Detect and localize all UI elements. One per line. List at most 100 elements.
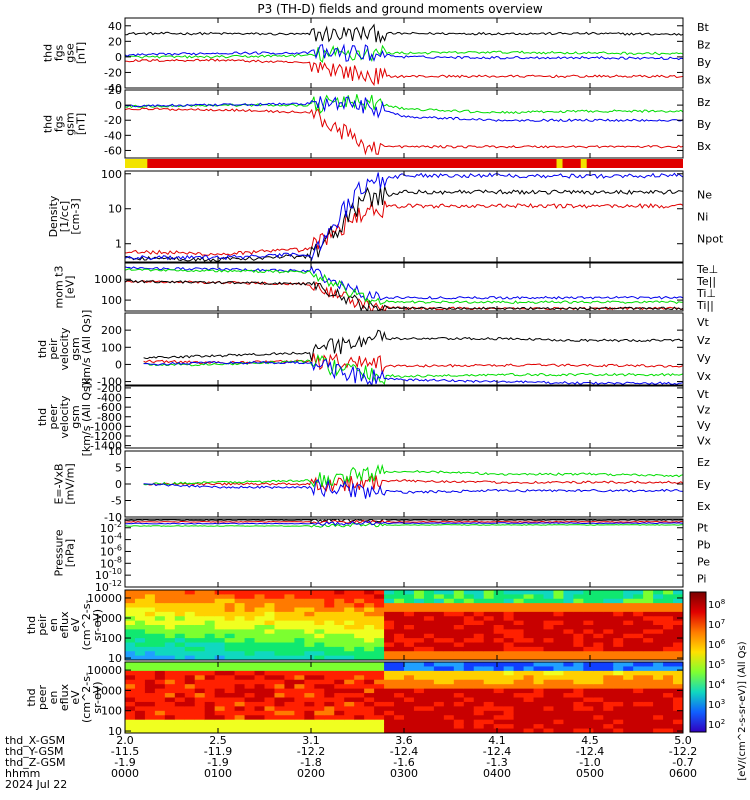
legend-Bx: Bx — [697, 140, 712, 153]
spectrogram-cell — [413, 620, 425, 626]
spectrogram-cell — [513, 697, 525, 703]
legend-Ti||: Ti|| — [696, 299, 714, 312]
spectrogram-cell — [603, 715, 614, 721]
spectrogram-cell — [503, 697, 515, 703]
spectrogram-cell — [284, 638, 295, 644]
spectrogram-cell — [613, 670, 624, 676]
y-tick-label: 100 — [101, 168, 122, 181]
spectrogram-cell — [663, 715, 674, 721]
spectrogram-cell — [234, 666, 246, 672]
spectrogram-cell — [204, 728, 216, 733]
spectrogram-cell — [274, 655, 286, 660]
spectrogram-cell — [653, 638, 664, 644]
panel-peir-spectrogram: 10000100010010thdpeirenefluxeV(cm^2-s-sr… — [25, 589, 684, 665]
spectrogram-cell — [623, 666, 634, 672]
spectrogram-cell — [563, 620, 574, 626]
spectrogram-cell — [673, 688, 683, 694]
spectrogram-cell — [413, 646, 425, 652]
y-tick-label: -1200 — [90, 430, 122, 443]
spectrogram-cell — [613, 662, 624, 668]
spectrogram-cell — [264, 651, 276, 657]
spectrogram-cell — [533, 625, 545, 630]
spectrogram-cell — [603, 655, 614, 660]
spectrogram-cell — [593, 642, 604, 648]
spectrogram-cell — [593, 675, 604, 681]
spectrogram-cell — [164, 607, 176, 613]
spectrogram-cell — [404, 598, 415, 604]
spectrogram-cell — [384, 629, 395, 635]
spectrogram-cell — [334, 679, 345, 685]
spectrogram-cell — [423, 611, 435, 617]
spectrogram-cell — [274, 710, 286, 716]
spectrogram-cell — [274, 706, 286, 712]
spectrogram-cell — [543, 646, 555, 652]
spectrogram-cell — [593, 638, 604, 644]
spectrogram-cell — [274, 594, 286, 600]
spectrogram-cell — [513, 670, 525, 676]
spectrogram-cell — [304, 693, 315, 699]
spectrogram-cell — [234, 670, 246, 676]
spectrogram-cell — [563, 684, 574, 690]
spectrogram-cell — [254, 670, 266, 676]
spectrogram-cell — [274, 697, 286, 703]
spectrogram-cell — [453, 646, 465, 652]
spectrogram-cell — [663, 625, 674, 630]
spectrogram-cell — [573, 616, 584, 622]
spectrogram-cell — [633, 607, 644, 613]
spectrogram-cell — [344, 706, 355, 712]
spectrogram-cell — [523, 638, 535, 644]
spectrogram-cell — [214, 638, 226, 644]
spectrogram-cell — [483, 594, 495, 600]
series-group — [143, 463, 683, 499]
spectrogram-cell — [204, 719, 216, 725]
spectrogram-cell — [214, 697, 226, 703]
spectrogram-cell — [294, 706, 305, 712]
spectrogram-cell — [234, 611, 246, 617]
spectrogram-cell — [593, 688, 604, 694]
spectrogram-cell — [354, 706, 365, 712]
spectrogram-cell — [593, 662, 604, 668]
spectrogram-cell — [513, 590, 525, 595]
spectrogram-cell — [463, 662, 475, 668]
spectrogram-cell — [433, 719, 445, 725]
spectrogram-cell — [314, 719, 325, 725]
spectrogram-cell — [324, 666, 335, 672]
spectrogram-cell — [513, 616, 525, 622]
spectrogram-cell — [194, 662, 206, 668]
spectrogram-cell — [184, 706, 196, 712]
spectrogram-cell — [573, 684, 584, 690]
spectrogram-cell — [503, 625, 515, 630]
spectrogram-cell — [643, 611, 654, 617]
spectrogram-cell — [354, 629, 365, 635]
spectrogram-cell — [643, 710, 654, 716]
x-axis-row-label: thd_Y-GSM — [5, 745, 64, 758]
spectrogram-cell — [344, 679, 355, 685]
spectrogram-cell — [473, 666, 485, 672]
spectrogram-cell — [324, 655, 335, 660]
spectrogram-cell — [653, 655, 664, 660]
spectrogram-cell — [523, 688, 535, 694]
colorbar-tick-label: 103 — [708, 698, 725, 711]
y-tick-label: 0 — [115, 478, 122, 491]
spectrogram-cell — [633, 646, 644, 652]
spectrogram-cell — [423, 598, 435, 604]
spectrogram-cell — [513, 594, 525, 600]
spectrogram-cell — [433, 728, 445, 733]
spectrogram-cell — [553, 590, 565, 595]
spectrogram-cell — [473, 651, 485, 657]
x-axis-value: 0400 — [483, 767, 511, 780]
y-tick-label: -400 — [97, 392, 122, 405]
spectrogram-cell — [234, 662, 246, 668]
spectrogram-cell — [463, 611, 475, 617]
spectrogram-cell — [623, 642, 634, 648]
spectrogram-cell — [423, 603, 435, 609]
spectrogram-cell — [533, 688, 545, 694]
spectrogram-cell — [364, 724, 375, 730]
spectrogram-cell — [125, 701, 136, 707]
spectrogram-cell — [593, 646, 604, 652]
spectrogram-cell — [443, 655, 455, 660]
spectrogram-cell — [174, 688, 186, 694]
spectrogram-cell — [433, 710, 445, 716]
spectrogram-cell — [673, 701, 683, 707]
spectrogram-cell — [334, 728, 345, 733]
